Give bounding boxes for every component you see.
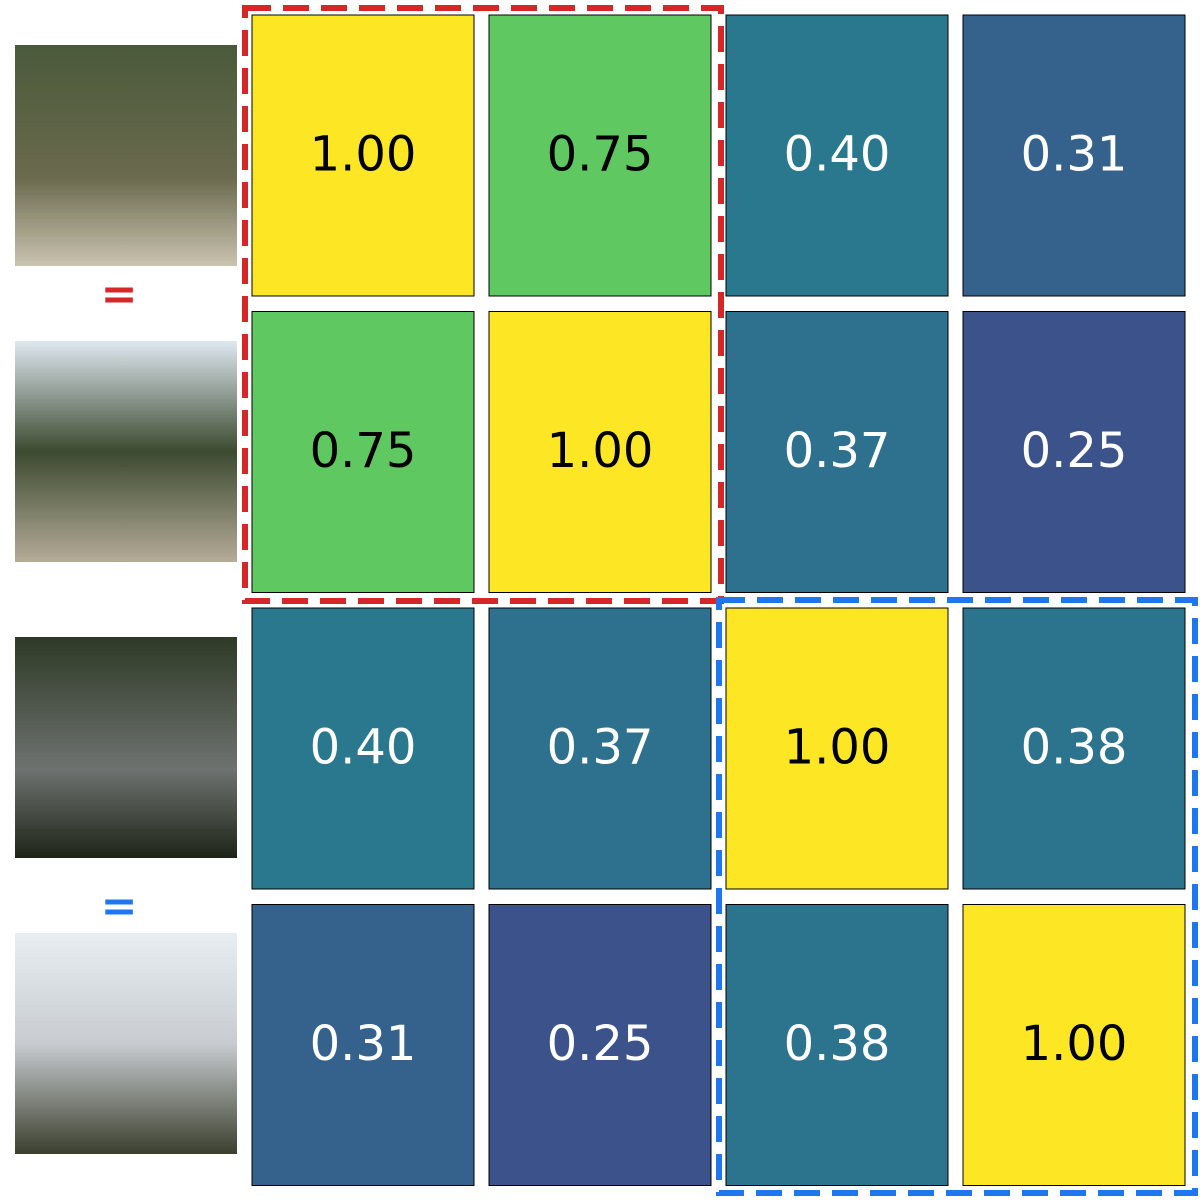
cell [251,14,475,297]
highlight-box [242,5,724,604]
cell [962,311,1186,593]
equals-sign: = [101,881,138,932]
cell [725,904,949,1186]
cell [725,14,949,297]
heatmap: 1.00 0.75 0.40 0.31 0.75 1.00 0.37 0.25 0.40 0.37… [251,14,1186,1186]
cell [962,904,1186,1186]
cell-label: 0.25 [547,1016,654,1072]
equals-sign: = [101,269,138,320]
cell [251,607,475,890]
cell-label: 0.37 [784,423,891,479]
cell [488,14,712,297]
photo [15,45,237,266]
cell-label: 1.00 [310,127,417,183]
cell-label: 0.38 [1021,720,1128,776]
cell-label: 0.40 [784,127,891,183]
highlight-box [716,597,1198,1196]
cell-label: 1.00 [784,720,891,776]
cell-label: 0.75 [547,127,654,183]
photo [15,933,237,1154]
cell-label: 0.38 [784,1016,891,1072]
cell [725,607,949,890]
cell-label: 0.31 [1021,127,1128,183]
photo [15,341,237,562]
cell [725,311,949,593]
cell [488,904,712,1186]
cell [488,311,712,593]
cell-label: 1.00 [547,423,654,479]
cell-label: 0.75 [310,423,417,479]
cell [962,607,1186,890]
cell-label: 0.31 [310,1016,417,1072]
cell [488,607,712,890]
cell-label: 0.37 [547,720,654,776]
photo [15,637,237,858]
cell-label: 0.40 [310,720,417,776]
cell-label: 1.00 [1021,1016,1128,1072]
cell [962,14,1186,297]
cell [251,904,475,1186]
cell [251,311,475,593]
cell-label: 0.25 [1021,423,1128,479]
